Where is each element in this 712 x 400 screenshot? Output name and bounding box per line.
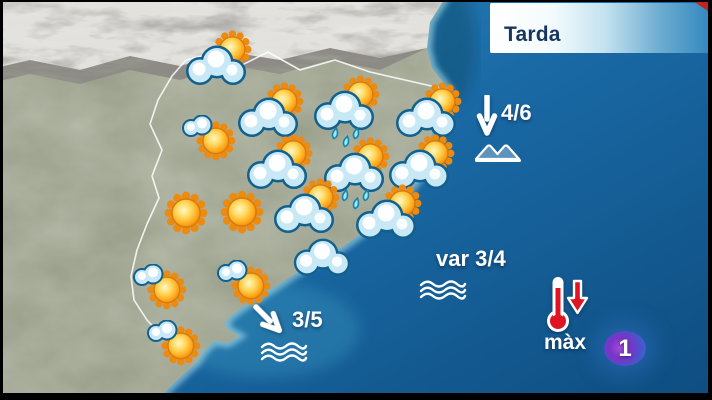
weather-icon-sun — [218, 188, 266, 236]
weather-icon-sun-cloud-rain — [322, 136, 394, 212]
weather-icon-sun-small-cloud — [216, 259, 278, 310]
time-of-day-banner: Tarda — [490, 3, 712, 53]
frame-edge — [0, 393, 712, 400]
wave-peaks-icon — [474, 140, 521, 164]
weather-icon-sun-cloud — [387, 133, 459, 191]
banner-label: Tarda — [504, 23, 561, 46]
weather-icon-sun-cloud — [272, 177, 344, 235]
wind-north-value: 4/6 — [501, 100, 532, 125]
weather-icon-sun-cloud — [245, 133, 317, 191]
wave-lines-icon — [419, 279, 467, 303]
frame-edge — [0, 0, 712, 2]
weather-icon-sun-cloud — [354, 183, 426, 241]
weather-icon-sun-small-cloud — [146, 319, 208, 370]
weather-icon-sun-small-cloud — [181, 114, 243, 165]
frame-edge — [708, 0, 712, 400]
weather-icon-sun-cloud — [236, 81, 308, 139]
channel-logo-label: 1 — [618, 334, 632, 362]
temperature-max-label: màx — [543, 331, 587, 354]
channel-1-logo: 1 — [604, 331, 646, 366]
wave-lines-icon — [260, 341, 308, 365]
thermometer-falling-icon — [543, 274, 591, 334]
weather-icon-sun-cloud — [184, 29, 256, 87]
wind-south-value: 3/5 — [292, 307, 323, 332]
wind-arrow-down-icon — [476, 93, 498, 137]
weather-icon-sun — [162, 189, 210, 237]
region-border — [130, 51, 450, 345]
weather-icon-sun-small-cloud — [132, 263, 194, 314]
frame-edge — [0, 0, 3, 400]
weather-icon-cloud — [292, 235, 352, 277]
wind-central-value: var 3/4 — [436, 246, 506, 271]
weather-icon-sun-cloud-rain — [312, 74, 384, 150]
weather-icon-sun-cloud — [394, 81, 466, 139]
wind-arrow-southeast-icon — [247, 298, 289, 340]
